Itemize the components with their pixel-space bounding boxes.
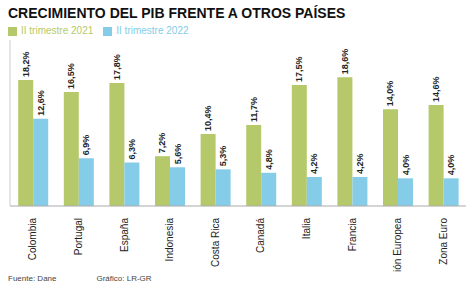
svg-text:18,6%: 18,6%: [340, 49, 350, 75]
html-text:II trimestre 2021: II trimestre 2021: [21, 25, 94, 36]
svg-text:14,6%: 14,6%: [431, 76, 441, 102]
svg-text:Unión Europea: Unión Europea: [392, 218, 403, 272]
svg-text:Francia: Francia: [347, 218, 358, 252]
svg-text:10,4%: 10,4%: [203, 106, 213, 132]
svg-text:12,6%: 12,6%: [36, 90, 46, 116]
html-text:CRECIMIENTO DEL PIB FRENTE A O: CRECIMIENTO DEL PIB FRENTE A OTROS PAÍSE…: [8, 5, 346, 21]
svg-text:Costa Rica: Costa Rica: [210, 218, 221, 267]
svg-text:6,3%: 6,3%: [127, 139, 137, 160]
svg-text:Colombia: Colombia: [27, 218, 38, 261]
svg-text:España: España: [119, 218, 130, 252]
svg-text:17,8%: 17,8%: [112, 54, 122, 80]
svg-text:4,0%: 4,0%: [401, 155, 411, 176]
svg-text:Indonesia: Indonesia: [164, 218, 175, 262]
svg-text:7,2%: 7,2%: [158, 133, 168, 154]
svg-text:4,2%: 4,2%: [309, 153, 319, 174]
svg-text:Italia: Italia: [301, 218, 312, 240]
svg-text:5,3%: 5,3%: [218, 146, 228, 167]
svg-text:4,0%: 4,0%: [446, 155, 456, 176]
svg-text:4,2%: 4,2%: [355, 153, 365, 174]
svg-text:Portugal: Portugal: [73, 218, 84, 255]
svg-text:6,9%: 6,9%: [81, 135, 91, 156]
svg-text:4,8%: 4,8%: [264, 149, 274, 170]
html-text:Gráfico: LR-GR: Gráfico: LR-GR: [96, 274, 152, 283]
svg-text:16,5%: 16,5%: [66, 63, 76, 89]
svg-text:5,6%: 5,6%: [173, 144, 183, 165]
svg-text:17,5%: 17,5%: [294, 56, 304, 82]
svg-text:Zona Euro: Zona Euro: [438, 218, 449, 265]
svg-text:Canadá: Canadá: [255, 218, 266, 253]
html-text:II trimestre 2022: II trimestre 2022: [116, 25, 189, 36]
svg-text:18,2%: 18,2%: [21, 52, 31, 78]
svg-text:14,0%: 14,0%: [386, 81, 396, 107]
html-text:Fuente: Dane: Fuente: Dane: [8, 274, 57, 283]
svg-text:11,7%: 11,7%: [249, 97, 259, 122]
